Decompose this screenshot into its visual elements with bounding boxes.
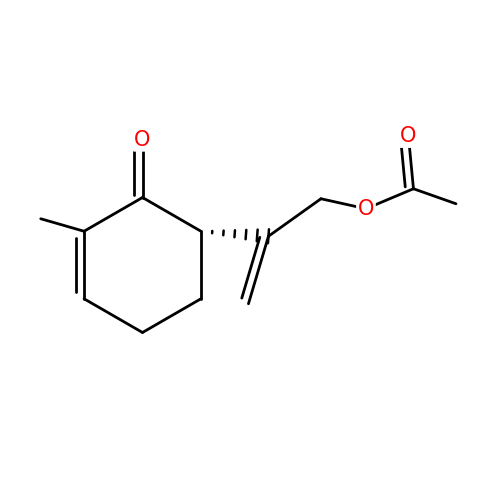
Text: O: O [134,130,150,150]
Text: O: O [358,199,374,219]
Text: O: O [400,126,416,146]
